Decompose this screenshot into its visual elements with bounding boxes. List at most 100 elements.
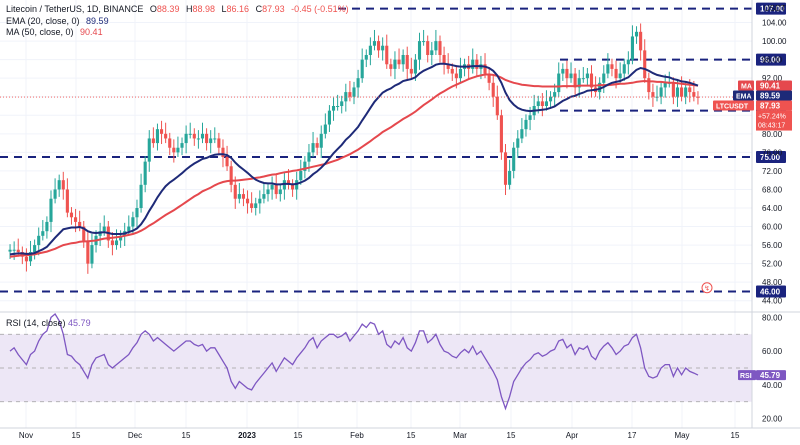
candle-body (512, 147, 516, 171)
candle-body (16, 249, 20, 253)
candle-body (405, 55, 409, 69)
candle-body (192, 133, 196, 139)
candle-body (176, 147, 180, 153)
time-tick-label: 17 (628, 431, 637, 440)
price-tick-label: 80.00 (762, 130, 783, 139)
candle-body (155, 129, 160, 144)
candle-body (110, 240, 114, 246)
candle-body (315, 143, 319, 148)
level-label: 96.00 (760, 56, 781, 65)
candle-body (430, 50, 434, 55)
candle-body (299, 170, 303, 181)
candle-body (389, 64, 393, 69)
candle-body (119, 235, 123, 241)
time-tick-label: 15 (407, 431, 416, 440)
candle-body (233, 184, 237, 199)
price-tick-label: 100.00 (762, 37, 787, 46)
candle-body (245, 198, 250, 204)
candle-body (286, 180, 291, 185)
ohlc-open: 88.39 (156, 4, 180, 14)
price-tag-name-bg (713, 100, 754, 111)
level-tag (756, 53, 786, 66)
rsi-legend[interactable]: RSI (14, close) 45.79 (6, 318, 91, 328)
candle-body (323, 124, 327, 134)
price-tick-label: 96.00 (762, 56, 783, 65)
candle-body (241, 194, 245, 199)
candle-body (647, 78, 651, 93)
rsi-value: 45.79 (68, 318, 91, 328)
candle-body (217, 138, 221, 148)
candle-body (569, 73, 573, 79)
ohlc-high: 88.98 (192, 4, 215, 14)
candle-body (213, 138, 217, 140)
candle-body (618, 73, 622, 79)
candle-body (471, 59, 475, 69)
ohlc-low: 86.16 (226, 4, 250, 14)
ema-value: 89.59 (86, 16, 109, 26)
candle-body (626, 59, 630, 65)
candle-body (692, 92, 696, 97)
price-tick-label: 52.00 (762, 260, 783, 269)
candle-body (630, 36, 634, 60)
candle-body (544, 101, 549, 106)
candle-body (680, 87, 684, 97)
candle-body (131, 217, 135, 227)
ema-legend[interactable]: EMA (20, close, 0) 89.59 (6, 16, 109, 26)
candles[interactable] (8, 23, 700, 274)
candle-body (417, 41, 422, 60)
candle-body (508, 170, 512, 185)
candle-body (135, 208, 139, 218)
candle-body (503, 152, 508, 185)
candle-body (188, 133, 192, 135)
rsi-tick-label: 60.00 (762, 347, 783, 356)
price-tag-value-bg (756, 90, 792, 101)
candle-body (614, 68, 618, 79)
price-tag-extra-bg (756, 110, 792, 131)
candle-body (33, 245, 37, 253)
candle-body (622, 64, 626, 74)
price-tag-value-bg (756, 100, 792, 111)
candle-body (639, 31, 643, 51)
candle-body (438, 41, 442, 55)
candle-body (495, 96, 499, 116)
candle-body (434, 41, 438, 51)
time-tick-label: Dec (128, 431, 142, 440)
time-tick-label: May (674, 431, 689, 440)
candle-body (49, 198, 53, 222)
candle-body (573, 73, 577, 88)
candle-body (377, 41, 381, 51)
candle-body (397, 59, 401, 65)
candle-body (336, 106, 340, 107)
rsi-panel[interactable] (0, 313, 752, 411)
candle-body (127, 226, 131, 232)
price-tag-name: LTCUSDT (716, 104, 749, 111)
candle-body (643, 50, 647, 79)
candle-body (41, 231, 45, 236)
time-tick-label: 15 (731, 431, 740, 440)
candle-body (610, 64, 614, 69)
price-tick-label: 72.00 (762, 167, 783, 176)
candle-body (450, 68, 454, 74)
price-tag-value: 89.59 (760, 92, 781, 101)
candle-body (8, 249, 12, 252)
ma-label: MA (50, close, 0) (6, 27, 74, 37)
candle-body (524, 119, 528, 130)
rsi-tag-value-bg (756, 370, 786, 381)
candle-body (86, 240, 90, 264)
rsi-line (9, 313, 699, 411)
candle-body (413, 59, 417, 74)
ma-legend[interactable]: MA (50, close, 0) 90.41 (6, 27, 103, 37)
candle-body (675, 87, 680, 97)
price-tick-label: 76.00 (762, 148, 783, 157)
price-tag-name-bg (738, 80, 754, 91)
candle-body (663, 82, 667, 88)
alert-icon-glyph: ↯ (704, 285, 710, 293)
price-tag-name: EMA (736, 94, 752, 101)
candle-body (205, 133, 209, 144)
candle-body (487, 73, 491, 83)
time-tick-label: Feb (350, 431, 364, 440)
candle-body (426, 41, 430, 55)
candle-body (45, 221, 49, 232)
